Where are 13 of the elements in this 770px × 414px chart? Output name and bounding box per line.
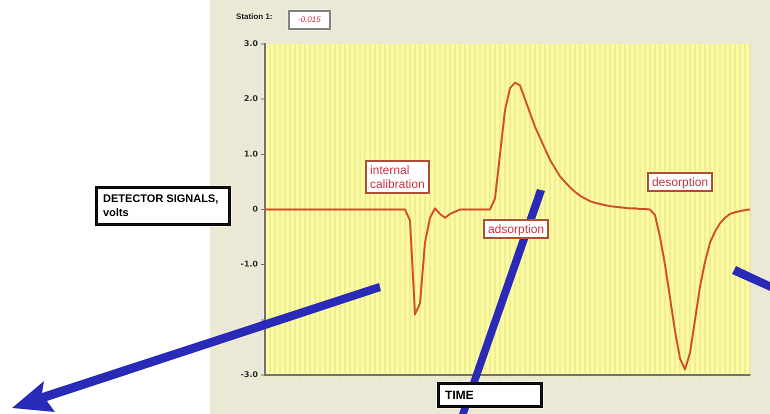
x-axis-title: TIME [437,382,543,408]
y-tick-label: -1.0 [240,260,258,269]
annotation: adsorption [483,219,550,239]
y-tick-label: 1.0 [244,149,258,158]
y-tick-label: 0 [252,204,258,214]
text: Station 1: [236,12,272,21]
y-tick-label: 3.0 [244,39,258,48]
annotation: internal calibration [365,160,430,194]
y-axis-title: DETECTOR SIGNALS, volts [95,186,231,226]
y-tick-label: 2.0 [244,94,258,104]
y-tick-label: -3.0 [240,370,258,380]
annotation: desorption [647,172,714,192]
text: -0.015 [288,10,331,30]
